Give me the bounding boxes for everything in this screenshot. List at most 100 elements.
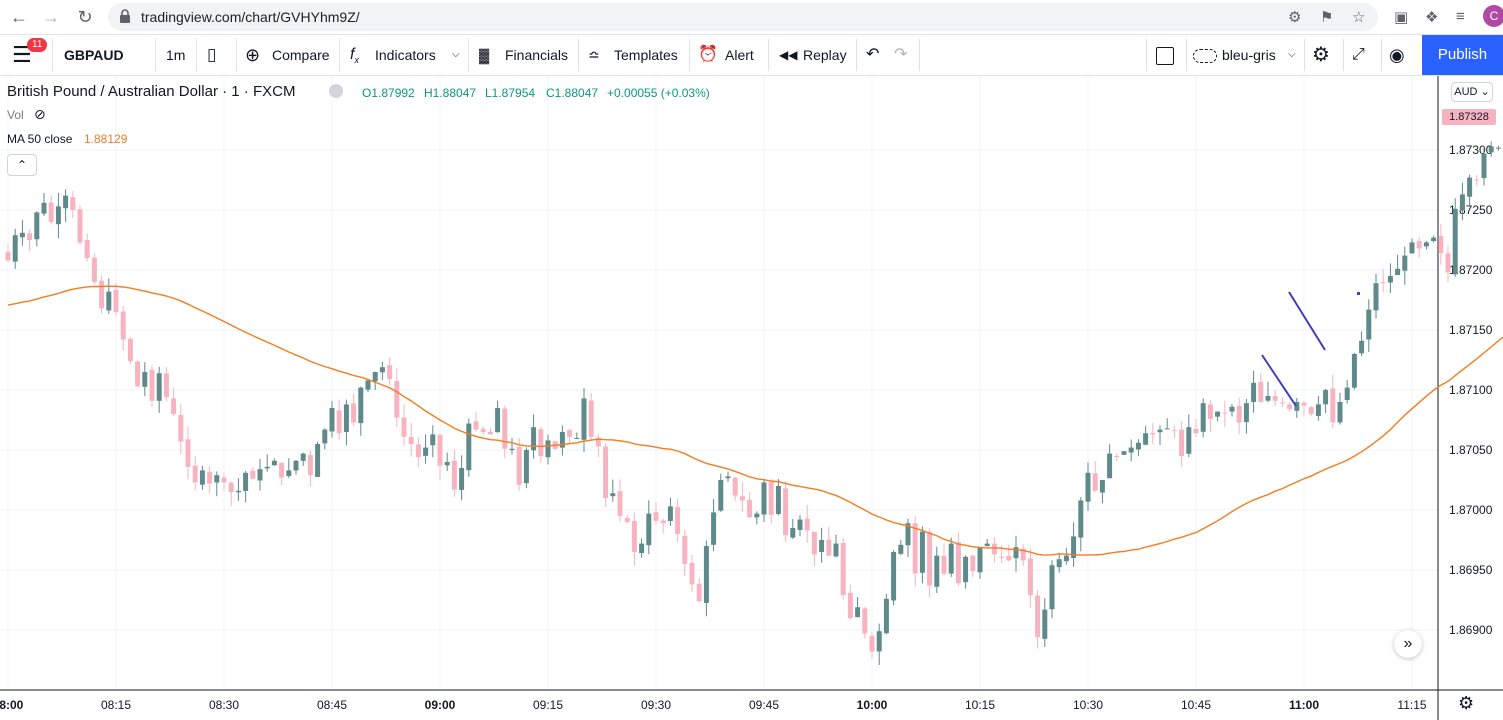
candle-body [1265, 396, 1271, 401]
compare-icon[interactable]: ⊕ [245, 45, 261, 65]
candle-body [451, 460, 457, 490]
candle-body [199, 470, 205, 485]
chevron-down-icon[interactable]: ⌵ [452, 49, 460, 60]
layout-name[interactable]: bleu-gris [1222, 47, 1276, 63]
candle-body [948, 543, 954, 574]
layout-chevron-icon[interactable]: ⌵ [1288, 49, 1296, 60]
candle-body [675, 507, 681, 534]
fullscreen-icon[interactable]: ⤢ [1352, 46, 1365, 63]
candle-body [106, 291, 112, 311]
candle-body [1445, 253, 1451, 273]
collapse-legend-button[interactable]: ⌃ [7, 154, 37, 176]
candle-body [703, 546, 709, 603]
star-icon[interactable]: ☆ [1352, 9, 1366, 26]
candle-body [307, 454, 313, 476]
candle-body [984, 543, 990, 547]
candle-body [394, 381, 400, 418]
interval-button[interactable]: 1m [166, 47, 186, 63]
back-icon[interactable]: ← [10, 7, 28, 27]
candle-body [430, 434, 436, 446]
reload-icon[interactable]: ↻ [77, 7, 93, 27]
candle-body [847, 593, 853, 618]
alert-icon[interactable]: ⏰ [698, 46, 718, 63]
forward-icon[interactable]: → [42, 7, 60, 27]
candle-body [1287, 404, 1293, 410]
candle-body [1251, 382, 1257, 402]
alert-button[interactable]: Alert [725, 47, 754, 63]
candle-body [1467, 177, 1473, 197]
candle-body [1121, 451, 1127, 455]
candle-body [1409, 242, 1415, 254]
market-status-icon [329, 84, 343, 98]
scroll-to-realtime-button[interactable]: » [1394, 630, 1422, 658]
candle-body [1056, 559, 1062, 568]
candle-body [531, 427, 537, 451]
time-tick-label: 10:45 [1181, 698, 1211, 712]
candle-body [927, 531, 933, 586]
candle-body [459, 468, 465, 490]
replay-button[interactable]: Replay [803, 47, 847, 63]
candle-body [1207, 404, 1213, 419]
price-tick-label: 1.87200 [1449, 263, 1493, 277]
translate-icon[interactable]: ⚑ [1320, 9, 1334, 26]
candle-body [351, 403, 357, 423]
financials-icon[interactable]: ▓ [479, 47, 490, 63]
candle-body [243, 472, 249, 491]
candle-body [1229, 406, 1235, 412]
candle-body [221, 477, 227, 483]
candle-body [1236, 405, 1242, 423]
candle-body [1431, 237, 1437, 241]
puzzle-icon[interactable]: ❖ [1425, 9, 1439, 26]
candle-body [1481, 153, 1487, 179]
candlestick-chart[interactable]: 1.86900 1.86950 1.87000 1.87050 1.87100 1.871… [0, 76, 1503, 720]
undo-icon[interactable]: ↶ [866, 46, 880, 63]
candle-body [34, 212, 40, 240]
snapshot-icon[interactable]: ◉ [1389, 45, 1405, 65]
replay-icon[interactable]: ◀◀ [779, 48, 798, 62]
candle-body [689, 562, 695, 585]
last-price-label: 1.87328 [1442, 109, 1496, 125]
cloud-icon[interactable] [1193, 35, 1217, 75]
redo-icon[interactable]: ↷ [894, 46, 908, 63]
candle-body [286, 470, 292, 477]
indicators-button[interactable]: Indicators [375, 47, 436, 63]
candle-body [840, 542, 846, 596]
eye-off-icon[interactable]: ⊘ [34, 106, 46, 122]
symbol-search[interactable]: GBPAUD [64, 47, 124, 63]
candle-body [1078, 500, 1084, 538]
candle-body [1020, 548, 1026, 561]
templates-button[interactable]: Templates [614, 47, 678, 63]
currency-selector[interactable]: AUD ⌄ [1451, 82, 1493, 102]
candle-body [718, 480, 724, 511]
extension-icon[interactable]: ▣ [1394, 9, 1409, 26]
publish-button[interactable]: Publish [1422, 35, 1503, 75]
candle-body [595, 437, 601, 447]
indicators-icon[interactable]: fx [350, 46, 359, 66]
candle-body [343, 404, 349, 433]
candle-body [1344, 387, 1350, 401]
url-text: tradingview.com/chart/GVHYhm9Z/ [141, 9, 360, 25]
candle-body [783, 488, 789, 536]
templates-icon[interactable]: ≏ [588, 47, 600, 63]
candle-body [1315, 404, 1321, 416]
playlist-icon[interactable]: ≡ [1456, 8, 1465, 25]
avatar[interactable]: C [1483, 5, 1503, 27]
chart-settings-gear-icon[interactable]: ⚙ [1458, 693, 1475, 713]
menu-icon[interactable]: ☰ [12, 42, 32, 67]
settings-icon[interactable]: ⚙ [1312, 44, 1330, 66]
financials-button[interactable]: Financials [505, 47, 569, 63]
candle-body [1042, 609, 1048, 639]
key-icon[interactable]: ⚙ [1288, 9, 1302, 26]
candle-body [1488, 146, 1494, 153]
time-tick-label: 08:00 [0, 698, 24, 712]
address-bar[interactable]: tradingview.com/chart/GVHYhm9Z/ [108, 3, 1378, 31]
candle-body [502, 408, 508, 449]
compare-button[interactable]: Compare [272, 47, 330, 63]
candle-body [1013, 547, 1019, 559]
candle-body [811, 531, 817, 555]
candle-body [559, 432, 565, 448]
candle-body [646, 513, 652, 546]
candle-body [329, 408, 335, 432]
fullscreen-box-icon[interactable] [1156, 35, 1174, 75]
candle-type-icon[interactable]: ▯ [207, 45, 217, 64]
